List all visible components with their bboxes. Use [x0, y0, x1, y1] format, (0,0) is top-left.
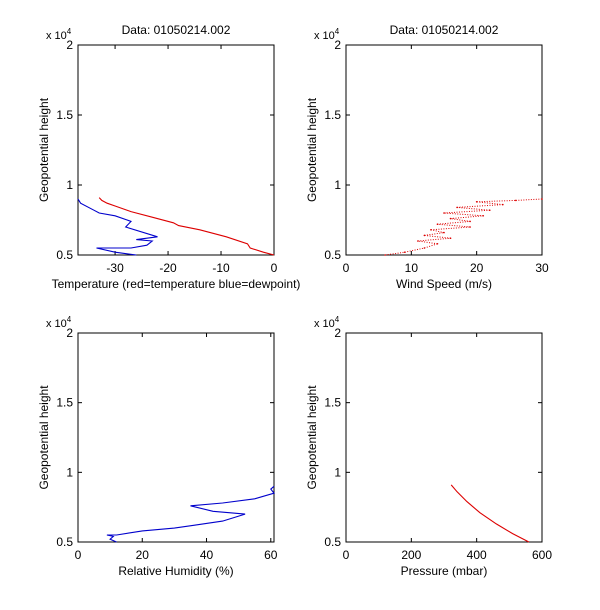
x-tick-label: 0	[343, 261, 350, 275]
y-axis-label: Geopotential height	[305, 385, 319, 490]
y-tick-label: 2	[66, 38, 73, 52]
data-segment	[417, 237, 451, 242]
y-tick-label: 1.5	[56, 396, 73, 410]
y-multiplier: x 104	[314, 27, 340, 42]
x-tick-label: 0	[343, 548, 350, 562]
y-tick-label: 2	[66, 326, 73, 340]
panel-temperature: -30 -20 -10 0 0.5 1 1.5 2x 104 Data: 01050214.00…	[37, 23, 300, 291]
y-tick-label: 1	[334, 465, 341, 479]
panel-relative-humidity: 0 20 40 60 0.5 1 1.5 2x 104 Relative Humidity (%…	[37, 315, 278, 578]
y-tick-label: 1	[66, 178, 73, 192]
panel-wind-speed: 0 10 20 30 0.5 1 1.5 2x 104 Data: 01050214.002 Wi…	[305, 23, 549, 291]
y-multiplier-exponent: 4	[67, 27, 72, 36]
y-multiplier-exponent: 4	[335, 27, 340, 36]
x-tick-label: 400	[467, 548, 487, 562]
y-multiplier: x 104	[46, 27, 72, 42]
y-multiplier-base: x 10	[46, 318, 67, 330]
data-segment	[515, 198, 543, 201]
axes-box	[345, 44, 543, 256]
y-tick-label: 1.5	[56, 108, 73, 122]
y-multiplier-base: x 10	[46, 30, 67, 42]
chart-title: Data: 01050214.002	[122, 23, 231, 37]
y-tick-label: 0.5	[324, 248, 341, 262]
y-multiplier: x 104	[46, 315, 72, 330]
y-axis-label: Geopotential height	[37, 385, 51, 490]
x-axis-label: Temperature (red=temperature blue=dewpoi…	[52, 277, 301, 291]
data-segment	[443, 212, 484, 217]
y-multiplier-exponent: 4	[335, 315, 340, 324]
y-axis-label: Geopotential height	[37, 97, 51, 202]
y-multiplier-base: x 10	[314, 30, 335, 42]
data-segment	[476, 199, 516, 203]
data-segment	[443, 209, 490, 214]
y-tick-label: 0.5	[56, 248, 73, 262]
x-tick-label: 60	[264, 548, 278, 562]
x-tick-label: 10	[405, 261, 419, 275]
series-line-relative-humidity	[106, 485, 275, 543]
series-wind-speed	[384, 198, 543, 256]
series-line-temperature	[98, 197, 275, 256]
x-tick-label: -10	[212, 261, 230, 275]
data-segment	[430, 226, 471, 231]
data-segment	[476, 201, 503, 206]
x-tick-label: 0	[75, 548, 82, 562]
x-tick-label: 0	[271, 261, 278, 275]
y-tick-label: 1.5	[324, 396, 341, 410]
data-segment	[450, 215, 484, 220]
y-axis-label: Geopotential height	[305, 97, 319, 202]
y-multiplier-exponent: 4	[67, 315, 72, 324]
x-tick-label: 20	[470, 261, 484, 275]
y-tick-label: 1.5	[324, 108, 341, 122]
x-tick-label: -20	[159, 261, 177, 275]
y-tick-label: 2	[334, 326, 341, 340]
y-multiplier: x 104	[314, 315, 340, 330]
y-tick-label: 1	[66, 465, 73, 479]
x-tick-label: 30	[535, 261, 549, 275]
data-segment	[457, 204, 503, 208]
y-tick-label: 0.5	[324, 535, 341, 549]
y-tick-label: 2	[334, 38, 341, 52]
chart-title: Data: 01050214.002	[390, 23, 499, 37]
x-tick-label: 200	[401, 548, 421, 562]
data-segment	[437, 223, 471, 228]
x-tick-label: 600	[532, 548, 552, 562]
axes-box	[77, 44, 275, 256]
x-tick-label: 20	[136, 548, 150, 562]
data-segment	[404, 247, 425, 253]
series-line-dewpoint	[77, 198, 158, 256]
x-tick-label: 40	[200, 548, 214, 562]
data-segment	[385, 251, 405, 256]
y-tick-label: 1	[334, 178, 341, 192]
y-tick-label: 0.5	[56, 535, 73, 549]
data-segment	[457, 206, 490, 211]
data-segment	[450, 218, 471, 222]
x-tick-label: -30	[106, 261, 124, 275]
series-line-pressure	[450, 484, 530, 543]
x-axis-label: Relative Humidity (%)	[118, 564, 233, 578]
axes-box	[345, 332, 543, 543]
x-axis-label: Pressure (mbar)	[401, 564, 488, 578]
data-segment	[417, 240, 438, 245]
data-segment	[424, 234, 451, 239]
data-segment	[424, 232, 445, 236]
data-segment	[437, 220, 471, 225]
x-axis-label: Wind Speed (m/s)	[396, 277, 492, 291]
data-point	[541, 198, 543, 200]
panel-pressure: 0 200 400 600 0.5 1 1.5 2x 104 Pressure (mbar) Ge…	[305, 315, 552, 578]
y-multiplier-base: x 10	[314, 318, 335, 330]
axes-box	[77, 332, 275, 543]
